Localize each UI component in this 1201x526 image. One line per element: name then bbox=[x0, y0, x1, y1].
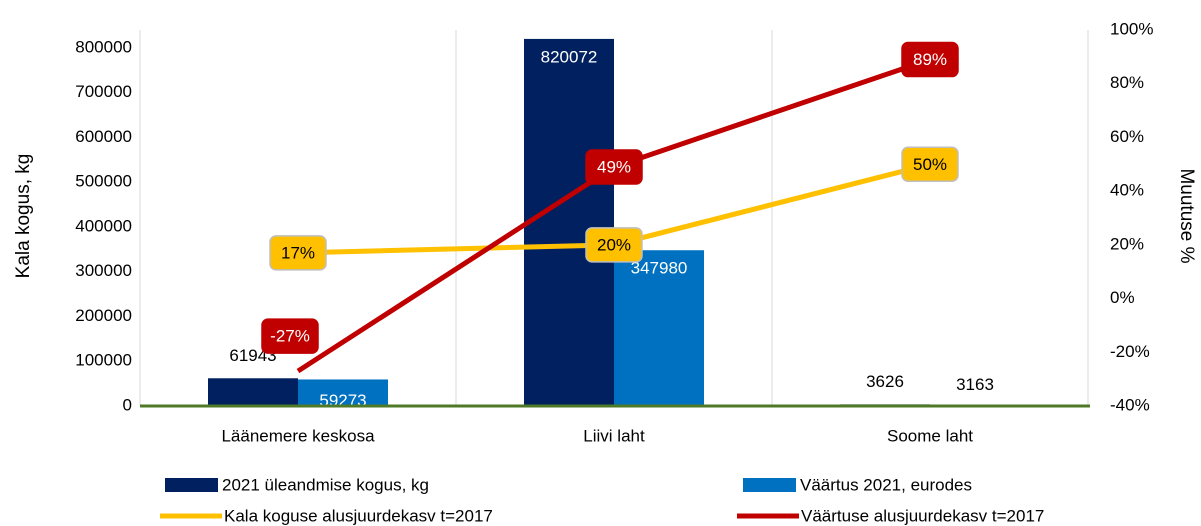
data-label-box bbox=[585, 227, 643, 263]
line-value-label: 49% bbox=[597, 157, 631, 176]
bar-value-label: 3163 bbox=[956, 375, 994, 394]
data-label-box bbox=[269, 235, 327, 271]
bar bbox=[614, 250, 704, 406]
y-tick-label: 500000 bbox=[75, 172, 132, 191]
y2-tick-label: 20% bbox=[1110, 234, 1144, 253]
y-tick-label: 300000 bbox=[75, 261, 132, 280]
y-tick-label: 400000 bbox=[75, 216, 132, 235]
y-tick-label: 600000 bbox=[75, 127, 132, 146]
y-tick-label: 100000 bbox=[75, 351, 132, 370]
y-tick-label: 200000 bbox=[75, 306, 132, 325]
y-tick-label: 700000 bbox=[75, 82, 132, 101]
data-label-box bbox=[585, 149, 643, 185]
line-value-label: 50% bbox=[913, 155, 947, 174]
y2-tick-label: -20% bbox=[1110, 342, 1150, 361]
x-tick-label: Läänemere keskosa bbox=[221, 426, 375, 445]
line-value-label: 20% bbox=[597, 235, 631, 254]
data-label-box bbox=[901, 146, 959, 183]
bar-value-label: 347980 bbox=[631, 259, 688, 278]
bar bbox=[524, 38, 614, 406]
data-label-box bbox=[901, 41, 959, 78]
bar bbox=[208, 378, 298, 406]
legend-label: Väärtuse alusjuurdekasv t=2017 bbox=[801, 506, 1044, 525]
y2-tick-label: 40% bbox=[1110, 181, 1144, 200]
y2-tick-label: 80% bbox=[1110, 73, 1144, 92]
bar-value-label: 820072 bbox=[541, 47, 598, 66]
legend-label: 2021 üleandmise kogus, kg bbox=[222, 475, 429, 494]
x-tick-label: Liivi laht bbox=[583, 426, 645, 445]
y2-tick-label: 60% bbox=[1110, 127, 1144, 146]
legend-label: Kala koguse alusjuurdekasv t=2017 bbox=[224, 506, 493, 525]
y2-tick-label: 100% bbox=[1110, 19, 1153, 38]
x-tick-label: Soome laht bbox=[887, 426, 973, 445]
y-axis-title: Kala kogus, kg bbox=[13, 154, 34, 279]
bar bbox=[298, 379, 388, 406]
legend-swatch bbox=[165, 478, 218, 492]
bar-value-label: 3626 bbox=[866, 372, 904, 391]
y-tick-label: 0 bbox=[123, 395, 132, 414]
data-label-box bbox=[261, 318, 319, 354]
y2-tick-label: 0% bbox=[1110, 288, 1135, 307]
line-value-label: 17% bbox=[281, 243, 315, 262]
line-value-label: -27% bbox=[270, 327, 310, 346]
line-value-label: 89% bbox=[913, 50, 947, 69]
y-tick-label: 800000 bbox=[75, 37, 132, 56]
y2-axis-title: Muutuse % bbox=[1176, 168, 1197, 263]
legend-label: Väärtus 2021, eurodes bbox=[800, 475, 972, 494]
legend-swatch bbox=[743, 478, 796, 492]
y2-tick-label: -40% bbox=[1110, 395, 1150, 414]
